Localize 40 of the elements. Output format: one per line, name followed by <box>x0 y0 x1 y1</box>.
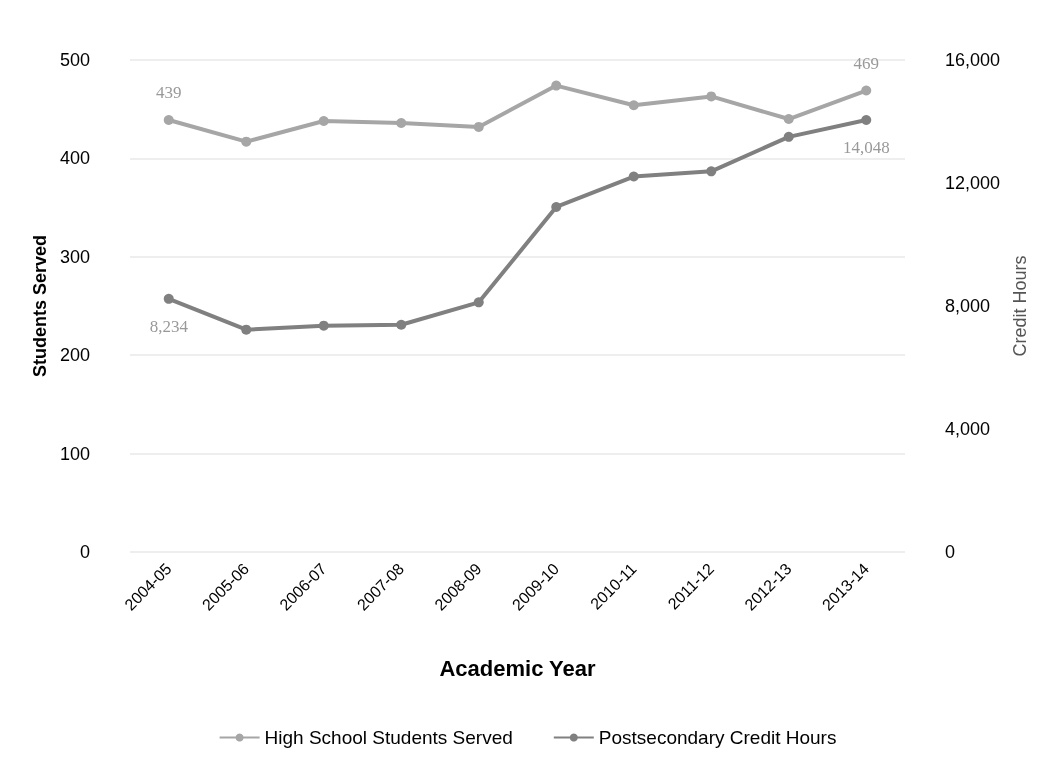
y2-tick-label: 0 <box>945 542 956 562</box>
point <box>241 136 252 147</box>
data-label: 469 <box>853 53 879 73</box>
point <box>783 114 794 125</box>
point <box>396 319 407 330</box>
point <box>861 115 872 126</box>
point <box>551 80 562 91</box>
point <box>861 85 872 96</box>
y2-axis-title: Credit Hours <box>1009 255 1030 357</box>
data-label: 8,234 <box>149 316 189 336</box>
y2-tick-label: 16,000 <box>945 50 1001 70</box>
point <box>163 293 174 304</box>
y2-tick-label: 4,000 <box>945 419 991 439</box>
y-axis-title: Students Served <box>30 234 51 378</box>
data-label: 439 <box>156 83 182 103</box>
y-tick-label: 200 <box>59 345 90 366</box>
point <box>706 91 717 102</box>
point <box>473 297 484 308</box>
point <box>706 166 717 177</box>
point <box>241 324 252 335</box>
y2-tick-label: 12,000 <box>945 173 1001 193</box>
point <box>473 121 484 132</box>
y-tick-label: 500 <box>59 50 90 70</box>
y-tick-label: 400 <box>59 148 90 169</box>
y-tick-label: 0 <box>79 542 90 562</box>
y-tick-label: 100 <box>59 443 90 464</box>
point <box>318 116 329 127</box>
x-axis-title: Academic Year <box>439 655 597 681</box>
point <box>163 115 174 126</box>
legend-label: High School Students Served <box>264 727 513 748</box>
point <box>783 131 794 142</box>
point <box>628 171 639 182</box>
point <box>318 320 329 331</box>
y2-tick-label: 8,000 <box>945 296 991 316</box>
point <box>396 117 407 128</box>
point <box>551 201 562 212</box>
point <box>628 100 639 111</box>
data-label: 14,048 <box>842 138 890 158</box>
legend-label: Postsecondary Credit Hours <box>598 727 837 748</box>
y-tick-label: 300 <box>59 246 90 267</box>
